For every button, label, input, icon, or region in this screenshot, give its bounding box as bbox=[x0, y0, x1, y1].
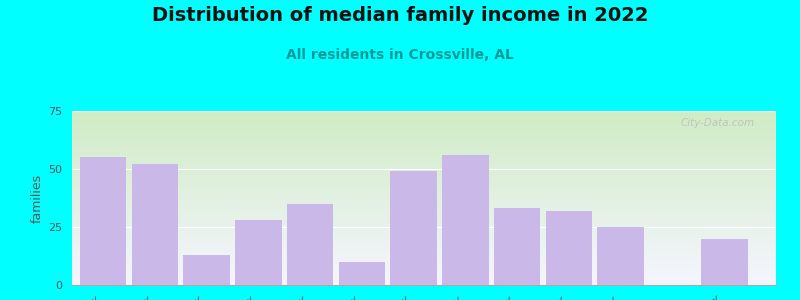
Bar bbox=[235, 220, 282, 285]
Bar bbox=[338, 262, 385, 285]
Bar bbox=[494, 208, 541, 285]
Bar bbox=[390, 171, 437, 285]
Bar bbox=[131, 164, 178, 285]
Bar bbox=[598, 227, 644, 285]
Bar bbox=[287, 204, 334, 285]
Bar bbox=[80, 158, 126, 285]
Text: Distribution of median family income in 2022: Distribution of median family income in … bbox=[152, 6, 648, 25]
Bar bbox=[183, 255, 230, 285]
Y-axis label: families: families bbox=[31, 173, 44, 223]
Bar bbox=[546, 211, 592, 285]
Bar bbox=[701, 238, 747, 285]
Text: City-Data.com: City-Data.com bbox=[681, 118, 755, 128]
Text: All residents in Crossville, AL: All residents in Crossville, AL bbox=[286, 48, 514, 62]
Bar bbox=[442, 155, 489, 285]
